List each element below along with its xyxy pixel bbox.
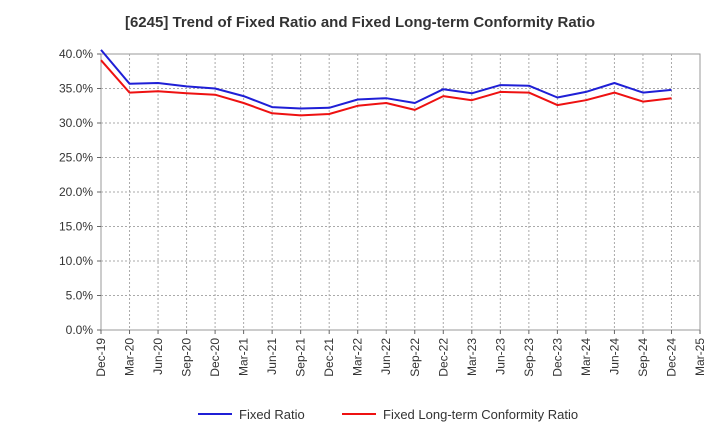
x-tick-label: Mar-23: [465, 338, 479, 376]
x-tick-label: Dec-24: [664, 338, 678, 377]
x-tick-label: Jun-23: [493, 338, 507, 375]
y-tick-label: 20.0%: [59, 185, 93, 199]
y-tick-label: 35.0%: [59, 82, 93, 96]
y-tick-label: 30.0%: [59, 116, 93, 130]
x-tick-label: Jun-22: [379, 338, 393, 375]
x-tick-label: Sep-22: [408, 338, 422, 377]
y-tick-label: 15.0%: [59, 220, 93, 234]
y-tick-label: 5.0%: [66, 289, 94, 303]
x-tick-label: Sep-20: [180, 338, 194, 377]
chart-title: [6245] Trend of Fixed Ratio and Fixed Lo…: [124, 14, 596, 31]
x-tick-label: Dec-23: [550, 338, 564, 377]
y-tick-label: 0.0%: [66, 323, 94, 337]
x-tick-label: Mar-25: [693, 338, 707, 376]
series-line-1: [100, 49, 672, 110]
axis-layer: 0.0% 5.0% 10.0% 15.0% 20.0% 25.0% 30.0% 35.0% 40…: [59, 47, 707, 377]
x-tick-label: Dec-21: [322, 338, 336, 377]
x-tick-label: Mar-21: [237, 338, 251, 376]
x-tick-label: Dec-19: [94, 338, 108, 377]
y-tick-label: 10.0%: [59, 254, 93, 268]
x-tick-label: Mar-24: [579, 338, 593, 376]
grid-layer: [100, 53, 701, 331]
x-tick-label: Jun-24: [607, 338, 621, 375]
x-tick-label: Sep-23: [522, 338, 536, 377]
legend: Fixed Ratio Fixed Long-term Conformity Ra…: [198, 407, 578, 422]
x-tick-label: Sep-21: [294, 338, 308, 377]
x-tick-label: Jun-20: [151, 338, 165, 375]
x-tick-label: Jun-21: [265, 338, 279, 375]
y-tick-label: 25.0%: [59, 151, 93, 165]
legend-label: Fixed Ratio: [239, 407, 305, 422]
x-tick-label: Mar-20: [123, 338, 137, 376]
x-tick-label: Mar-22: [351, 338, 365, 376]
x-tick-label: Dec-20: [208, 338, 222, 377]
x-tick-label: Dec-22: [436, 338, 450, 377]
legend-label: Fixed Long-term Conformity Ratio: [383, 407, 578, 422]
series-layer: [100, 49, 672, 117]
series-line-2: [100, 59, 672, 117]
x-tick-label: Sep-24: [636, 338, 650, 377]
y-tick-label: 40.0%: [59, 47, 93, 61]
